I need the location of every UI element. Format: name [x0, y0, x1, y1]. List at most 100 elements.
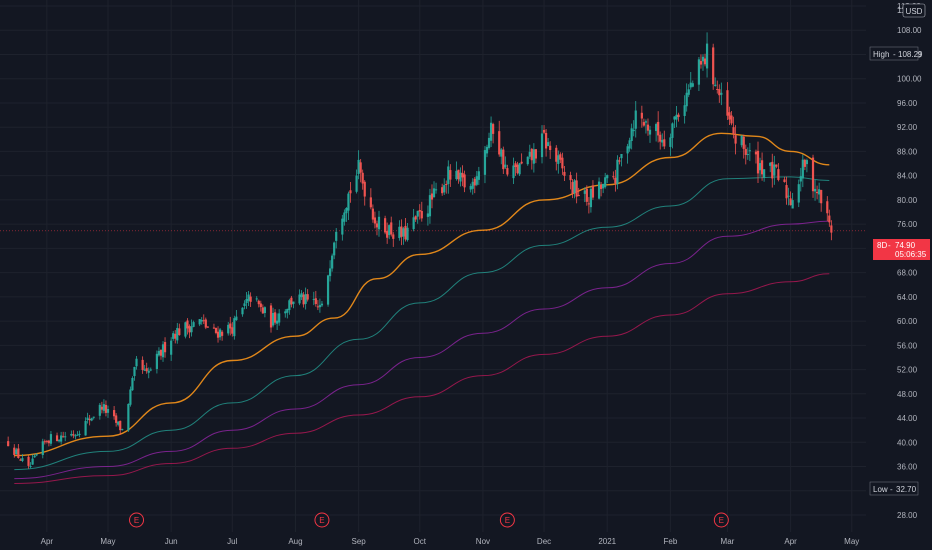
candle[interactable] [712, 43, 715, 90]
candle[interactable] [477, 166, 480, 185]
candle[interactable] [398, 220, 401, 241]
candle[interactable] [620, 153, 623, 167]
candle[interactable] [697, 57, 701, 91]
candle[interactable] [769, 162, 772, 173]
candle[interactable] [671, 122, 674, 149]
candle[interactable] [92, 416, 95, 420]
candle[interactable] [41, 438, 44, 459]
candle[interactable] [386, 222, 389, 244]
candle[interactable] [326, 274, 330, 307]
candle[interactable] [159, 349, 163, 360]
candle[interactable] [55, 432, 59, 442]
candle[interactable] [630, 123, 633, 150]
candle[interactable] [202, 314, 205, 325]
candle[interactable] [60, 431, 63, 445]
candle[interactable] [341, 214, 344, 241]
candle[interactable] [269, 303, 273, 333]
candle[interactable] [31, 454, 34, 465]
candle[interactable] [233, 315, 236, 340]
candle[interactable] [261, 304, 264, 314]
candle[interactable] [540, 125, 544, 164]
candle[interactable] [212, 323, 216, 329]
candle[interactable] [178, 323, 181, 336]
candle[interactable] [685, 83, 688, 112]
candle[interactable] [229, 316, 232, 336]
candle[interactable] [17, 443, 20, 459]
candle[interactable] [88, 414, 91, 426]
candle[interactable] [388, 224, 391, 240]
candle[interactable] [259, 300, 262, 312]
candle[interactable] [811, 154, 815, 198]
candle[interactable] [418, 204, 421, 220]
candle[interactable] [473, 176, 476, 194]
candle[interactable] [691, 80, 694, 88]
candle[interactable] [742, 134, 745, 159]
candle[interactable] [805, 158, 809, 173]
candle[interactable] [699, 54, 703, 69]
candle[interactable] [677, 112, 680, 122]
candle[interactable] [200, 317, 203, 325]
candle[interactable] [113, 406, 116, 420]
candle[interactable] [813, 180, 817, 201]
candle[interactable] [559, 152, 562, 164]
candle[interactable] [634, 101, 637, 138]
candle[interactable] [597, 177, 601, 200]
candle[interactable] [730, 110, 733, 126]
candle[interactable] [791, 192, 794, 209]
candle[interactable] [392, 232, 395, 247]
candle[interactable] [276, 313, 279, 331]
candle[interactable] [412, 208, 415, 232]
candle[interactable] [70, 430, 73, 437]
candle[interactable] [487, 132, 491, 150]
candle[interactable] [773, 155, 776, 185]
candle[interactable] [355, 169, 358, 194]
candle[interactable] [455, 161, 458, 181]
candle[interactable] [192, 320, 195, 328]
candle[interactable] [475, 170, 478, 187]
candle[interactable] [516, 161, 519, 175]
candle[interactable] [602, 183, 605, 194]
candle[interactable] [49, 431, 53, 446]
candle[interactable] [402, 226, 405, 245]
candle[interactable] [775, 164, 778, 169]
candle[interactable] [13, 444, 16, 458]
candle[interactable] [763, 169, 766, 182]
candle[interactable] [720, 82, 723, 106]
candle[interactable] [286, 308, 289, 319]
candle[interactable] [492, 122, 495, 144]
candle[interactable] [278, 309, 281, 326]
candle[interactable] [432, 181, 436, 199]
candle[interactable] [826, 196, 829, 222]
candle[interactable] [756, 141, 760, 184]
candle[interactable] [734, 125, 737, 155]
candle[interactable] [255, 296, 258, 302]
earnings-marker[interactable]: E [129, 512, 145, 528]
candle[interactable] [534, 149, 538, 164]
candle[interactable] [514, 161, 517, 176]
candle[interactable] [133, 366, 136, 381]
candle[interactable] [746, 147, 749, 160]
candle[interactable] [190, 319, 193, 337]
candle[interactable] [632, 120, 635, 137]
candle[interactable] [583, 187, 586, 203]
candle[interactable] [273, 309, 277, 325]
candle[interactable] [298, 289, 301, 306]
earnings-marker[interactable]: E [314, 512, 330, 528]
candle[interactable] [463, 170, 466, 193]
candle[interactable] [606, 174, 609, 183]
candle[interactable] [161, 341, 165, 362]
candle[interactable] [247, 291, 250, 307]
candle[interactable] [76, 431, 79, 436]
candle[interactable] [231, 322, 234, 337]
candle[interactable] [803, 158, 806, 171]
candle[interactable] [732, 116, 735, 139]
candle[interactable] [471, 178, 474, 195]
candle[interactable] [726, 82, 729, 120]
candle[interactable] [406, 222, 409, 242]
candle[interactable] [343, 209, 346, 226]
candle[interactable] [170, 337, 173, 361]
candle[interactable] [616, 155, 619, 190]
currency-badge[interactable] [902, 3, 926, 18]
candle[interactable] [441, 183, 444, 196]
